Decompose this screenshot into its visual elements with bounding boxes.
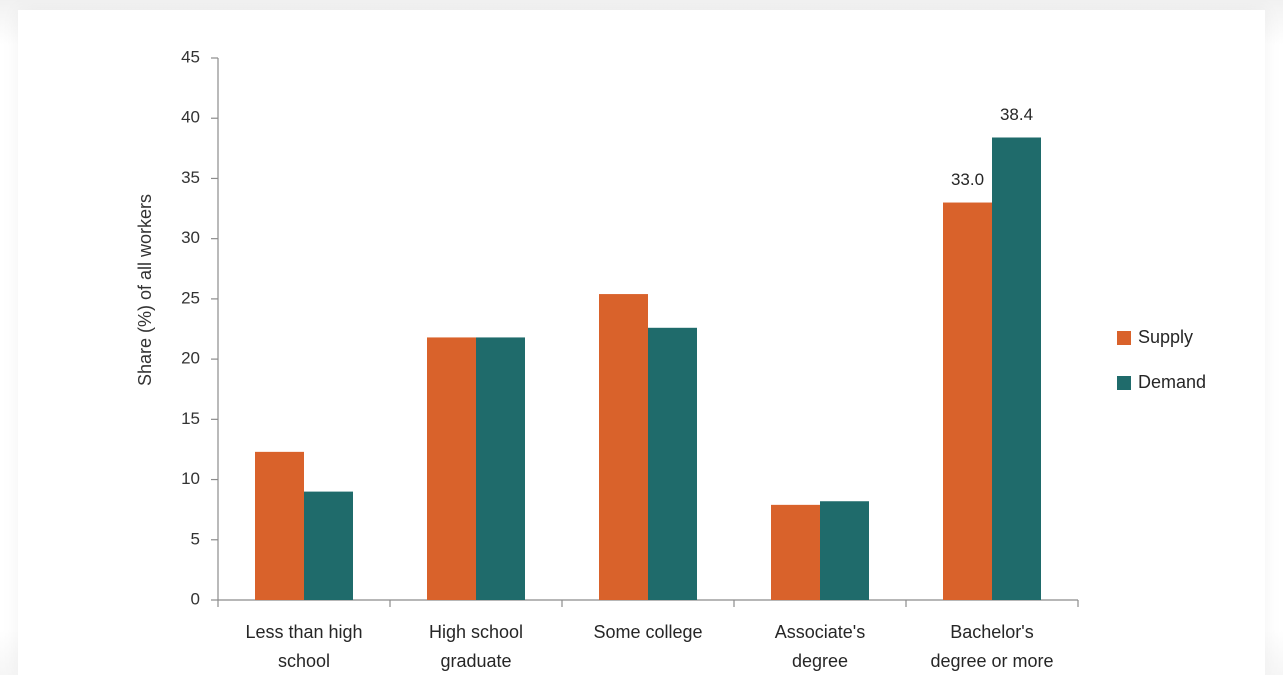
x-category-label: Less than high — [245, 622, 362, 642]
legend-swatch-demand — [1117, 376, 1131, 390]
x-axis: Less than high school High school graduate S… — [217, 599, 1079, 671]
legend-label-demand: Demand — [1138, 372, 1206, 392]
bar-demand-0 — [304, 491, 353, 600]
data-labels: 33.0 38.4 — [951, 105, 1033, 189]
bar-supply-3 — [771, 504, 820, 600]
x-category-label: degree or more — [930, 651, 1053, 671]
bar-supply-2 — [599, 294, 648, 600]
y-tick-label: 45 — [181, 47, 200, 66]
y-tick-label: 30 — [181, 228, 200, 247]
x-category-label: Some college — [593, 622, 702, 642]
legend-label-supply: Supply — [1138, 327, 1193, 347]
y-tick-label: 0 — [191, 589, 200, 608]
legend-swatch-supply — [1117, 331, 1131, 345]
y-axis-title: Share (%) of all workers — [135, 194, 155, 386]
y-tick-label: 40 — [181, 108, 200, 127]
bar-supply-4 — [943, 202, 992, 601]
bar-supply-1 — [427, 337, 476, 600]
bar-demand-3 — [820, 501, 869, 600]
data-label-demand: 38.4 — [1000, 105, 1033, 124]
bar-demand-2 — [648, 327, 697, 600]
x-category-label: graduate — [440, 651, 511, 671]
bar-supply-0 — [255, 451, 304, 600]
legend: Supply Demand — [1117, 327, 1206, 392]
bar-demand-4 — [992, 137, 1041, 600]
y-tick-label: 25 — [181, 288, 200, 307]
bars — [255, 137, 1041, 601]
y-tick-label: 10 — [181, 469, 200, 488]
x-category-label: High school — [429, 622, 523, 642]
x-category-label: school — [278, 651, 330, 671]
x-category-label: degree — [792, 651, 848, 671]
bar-demand-1 — [476, 337, 525, 600]
x-category-label: Bachelor's — [950, 622, 1033, 642]
data-label-supply: 33.0 — [951, 170, 984, 189]
y-axis: 0 5 10 15 20 25 30 35 40 45 — [181, 47, 219, 608]
y-tick-label: 35 — [181, 168, 200, 187]
y-tick-label: 15 — [181, 409, 200, 428]
y-tick-label: 5 — [191, 529, 200, 548]
y-tick-label: 20 — [181, 349, 200, 368]
x-category-label: Associate's — [775, 622, 865, 642]
